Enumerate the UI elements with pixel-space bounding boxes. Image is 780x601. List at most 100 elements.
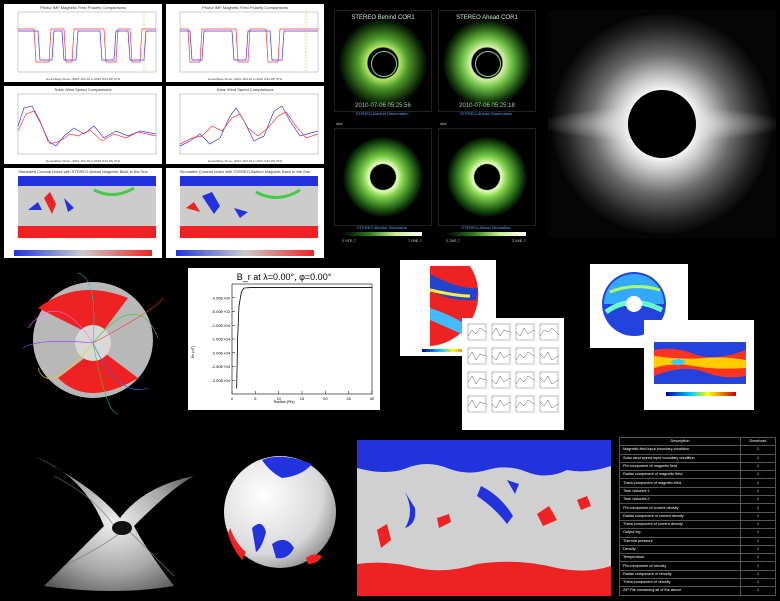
stereo-ahead-simulation [438,128,536,226]
coronal-hole-map-large-graphic [357,440,611,596]
polarity-sphere-graphic [224,456,336,568]
download-icon[interactable]: ⇓ [740,486,776,497]
wind-plot-right: Solar Wind Speed Comparisons Hours/Days … [166,86,324,164]
download-icon[interactable]: ⇓ [740,561,776,571]
download-icon[interactable]: ⇓ [740,569,776,580]
polarity-plot-left: Photo/ IMF Magnetic Field Polarity Compa… [4,4,162,82]
table-row: Solar wind speed input boundary conditio… [619,453,776,463]
table-row: Magnetic field input boundary condition ⇓ [619,445,776,455]
stereo-behind-label: STEREO Behind COR1 [351,15,415,21]
download-icon[interactable]: ⇓ [740,470,776,480]
plot-frame [231,283,373,395]
stereo-ahead-sim-caption: STEREO-Ahead Simulation [461,225,511,230]
y-tick-label: 0.00E+00 [213,295,231,300]
wind-plot-left: Solar Wind Speed Comparisons Hours/Days … [4,86,162,164]
download-icon[interactable]: ⇓ [740,445,776,455]
table-row: Radial component of current density ⇓ [619,511,776,521]
download-table-header: Description Download [619,436,776,447]
x-tick-label: 10 [276,396,281,401]
br-chart-xlabel: Radius (Rs) [273,399,295,404]
stereo-scale-left-min: 2.97E-7 [342,238,357,243]
x-tick-label: 5 [254,396,257,401]
y-tick-label: -1.50E+04 [211,337,230,342]
file-description: Time histories 2 [619,495,741,505]
file-description: Output log [619,528,741,538]
wind-xlabel-left: Hours/Days Since: (2010 JAN-01 to 2010 J… [45,159,121,163]
stereo-scale-right-max: 2.44E-7 [512,238,527,243]
stereo-scale-right [446,232,526,236]
file-description: Phi component of current density [619,503,741,513]
download-icon[interactable]: ⇓ [740,503,776,513]
table-row: Radial component of velocity ⇓ [619,569,776,580]
stereo-ahead-obs-caption: STEREO-Ahead Observation [459,111,513,116]
polarity-lines-left [17,11,157,73]
current-sheet-3d [24,446,212,596]
br-series-line [236,287,372,389]
stereo-scale-left [342,232,422,236]
table-row: Density ⇓ [619,544,776,555]
coronal-map-left-graphic [18,176,156,238]
table-row: Theta component of current density ⇓ [619,519,776,530]
table-row: Phi component of current density ⇓ [619,503,776,513]
polarity-title-right: Photo/ IMF Magnetic Field Polarity Compa… [202,5,288,10]
stereo-behind-corner-tag: obs [336,121,343,126]
wind-xlabel-right: Hours/Days Since: (2010 JAN-01 to 2010 J… [207,159,283,163]
file-description: Phi component of magnetic field [619,461,741,472]
download-icon[interactable]: ⇓ [740,553,776,563]
x-tick-label: 30 [370,396,375,401]
coronal-legend-left [14,250,152,256]
stereo-ahead-observation: STEREO Ahead COR1 2010-07-06 05:25:18 [438,10,536,112]
coronal-map-right-graphic [180,176,318,238]
coronal-hole-map-left: Simulated Coronal Holes with STEREO-Ahea… [4,168,162,258]
file-description: Radial component of current density [619,511,741,521]
time-history-graphic [467,323,559,413]
table-row: ZIP File containing all of the above ⇓ [619,586,776,596]
table-row: Time histories 1 ⇓ [619,486,776,497]
wind-title-left: Solar Wind Speed Comparisons [54,87,112,92]
file-description: Radial component of velocity [619,569,741,580]
table-row: Phi component of velocity ⇓ [619,561,776,571]
polarity-xlabel-left: Hours/Days Since: (2010 JAN-01 to 2010 J… [45,77,121,81]
stereo-behind-simulation [334,128,432,226]
download-icon[interactable]: ⇓ [740,578,776,588]
file-description: Magnetic field input boundary condition [619,445,741,455]
file-description: Density [619,544,741,555]
file-description: Theta component of magnetic field [619,478,741,488]
polarity-title-left: Photo/ IMF Magnetic Field Polarity Compa… [40,5,126,10]
mercator-velocity-plot [644,320,754,410]
download-icon[interactable]: ⇓ [740,528,776,538]
table-row: Phi component of magnetic field ⇓ [619,461,776,472]
download-icon[interactable]: ⇓ [740,544,776,555]
y-tick-label: -1.00E+04 [211,323,230,328]
y-tick-label: -2.50E+04 [211,364,230,369]
stereo-scale-left-max: 7.09E-7 [408,238,423,243]
x-tick-label: 20 [323,396,328,401]
download-column-header: Download [740,436,776,447]
x-tick-label: 0 [231,396,234,401]
download-icon[interactable]: ⇓ [740,478,776,488]
stereo-behind-time: 2010-07-06 05:25:56 [355,103,411,109]
file-description: Radial component of magnetic field [619,470,741,480]
polarity-sphere-3d [222,448,342,588]
y-tick-label: -3.00E+04 [211,378,230,383]
field-lines-graphic [22,272,164,414]
field-lines-3d [18,268,168,418]
stereo-ahead-time: 2010-07-06 05:25:18 [459,103,515,109]
coronal-hole-map-right: Simulated Coronal Holes with STEREO-Behi… [166,168,324,258]
table-row: Theta component of magnetic field ⇓ [619,478,776,488]
download-icon[interactable]: ⇓ [740,511,776,521]
download-icon[interactable]: ⇓ [740,453,776,463]
y-tick-label: -5.00E+03 [211,309,230,314]
download-icon[interactable]: ⇓ [740,536,776,546]
current-sheet-graphic [34,456,194,591]
download-icon[interactable]: ⇓ [740,519,776,530]
download-icon[interactable]: ⇓ [740,461,776,472]
x-tick-label: 15 [300,396,305,401]
mercator-velocity-graphic [654,342,746,396]
stereo-behind-observation: STEREO Behind COR1 2010-07-06 05:25:56 [334,10,432,112]
download-icon[interactable]: ⇓ [740,495,776,505]
br-chart-svg: 0.00E+00 -5.00E+03 -1.00E+04 -1.50E+04 -2.00… [211,283,375,401]
download-icon[interactable]: ⇓ [740,586,776,596]
file-description: Time histories 1 [619,486,741,497]
x-tick-label: 25 [346,396,351,401]
